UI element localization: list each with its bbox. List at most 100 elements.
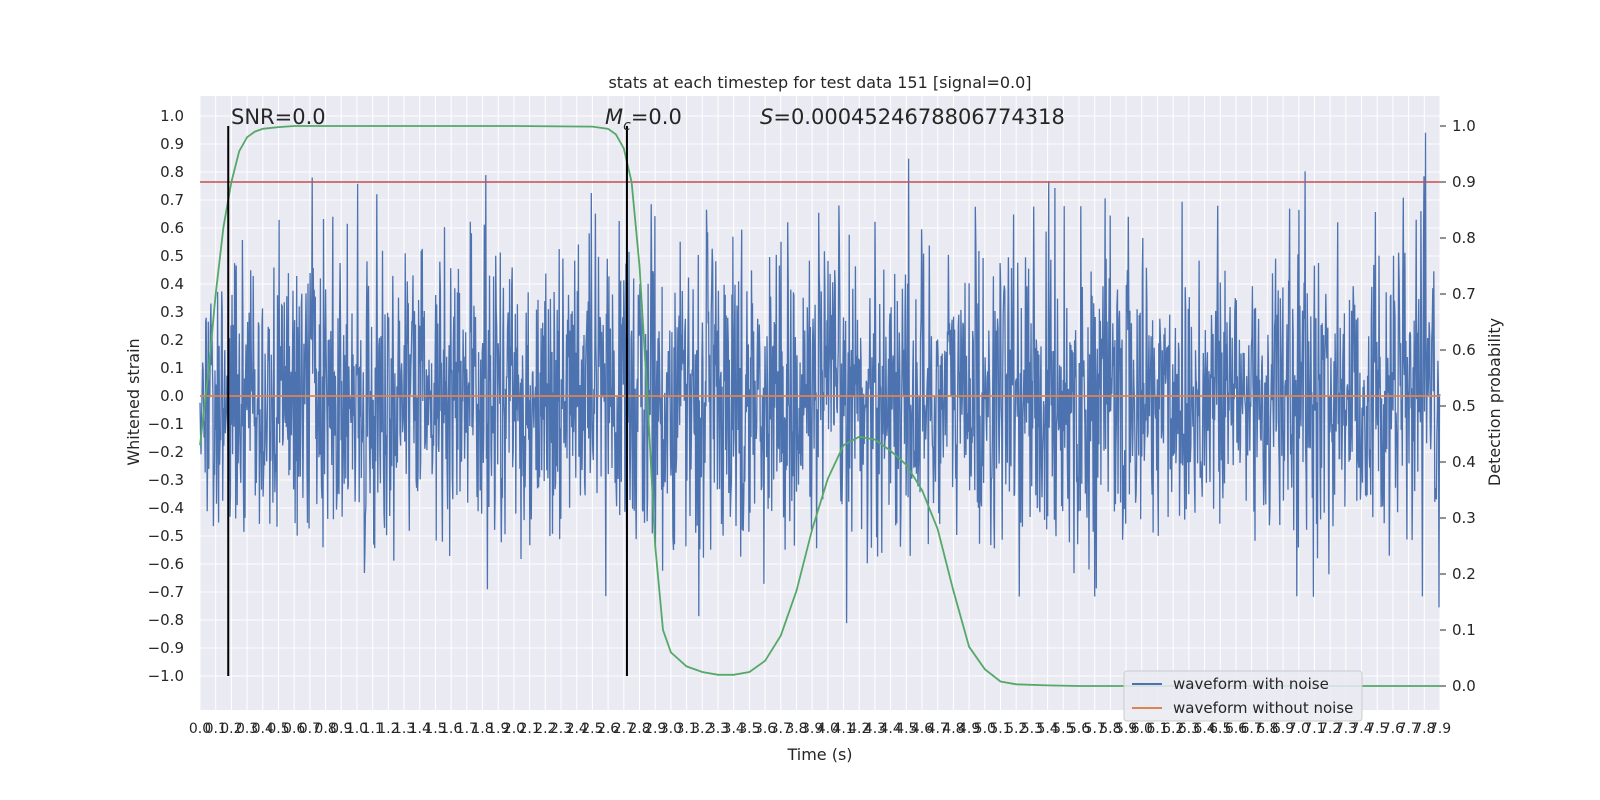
y-tick-label: −1.0 bbox=[148, 667, 184, 685]
y2-tick-label: 0.5 bbox=[1452, 397, 1476, 415]
x-tick-label: 3.4 bbox=[723, 721, 745, 737]
x-tick-label: 7.2 bbox=[1319, 721, 1341, 737]
y2-tick-label: 1.0 bbox=[1452, 117, 1476, 135]
x-tick-label: 7.3 bbox=[1335, 721, 1357, 737]
x-tick-label: 1.2 bbox=[377, 721, 399, 737]
x-tick-label: 1.7 bbox=[456, 721, 478, 737]
x-tick-label: 4.1 bbox=[832, 721, 854, 737]
x-tick-label: 6.1 bbox=[1146, 721, 1168, 737]
x-tick-label: 1.3 bbox=[393, 721, 415, 737]
y-tick-label: 0.3 bbox=[160, 303, 184, 321]
y-tick-label: −0.9 bbox=[148, 639, 184, 657]
x-tick-label: 0.3 bbox=[236, 721, 258, 737]
legend-label-clean: waveform without noise bbox=[1173, 699, 1353, 717]
x-tick-label: 7.1 bbox=[1303, 721, 1325, 737]
x-tick-label: 1.1 bbox=[362, 721, 384, 737]
y2-tick-label: 0.8 bbox=[1452, 229, 1476, 247]
x-tick-label: 3.5 bbox=[738, 721, 760, 737]
x-tick-label: 7.6 bbox=[1382, 721, 1404, 737]
y-tick-label: −0.5 bbox=[148, 527, 184, 545]
x-tick-label: 4.9 bbox=[958, 721, 980, 737]
x-tick-label: 2.6 bbox=[597, 721, 619, 737]
y-tick-label: 1.0 bbox=[160, 107, 184, 125]
y2-tick-label: 0.7 bbox=[1452, 285, 1476, 303]
x-tick-label: 2.3 bbox=[550, 721, 572, 737]
x-tick-label: 3.8 bbox=[785, 721, 807, 737]
x-tick-label: 0.0 bbox=[189, 721, 211, 737]
x-tick-label: 5.6 bbox=[1068, 721, 1090, 737]
y2-tick-label: 0.4 bbox=[1452, 453, 1476, 471]
x-tick-label: 0.7 bbox=[299, 721, 321, 737]
x-tick-label: 2.7 bbox=[613, 721, 635, 737]
x-tick-label: 5.7 bbox=[1084, 721, 1106, 737]
x-tick-label: 0.5 bbox=[267, 721, 289, 737]
s-annotation: S=0.00045246788067743​18 bbox=[760, 105, 1065, 129]
y2-tick-label: 0.1 bbox=[1452, 621, 1476, 639]
x-tick-label: 5.3 bbox=[1021, 721, 1043, 737]
x-tick-label: 6.8 bbox=[1256, 721, 1278, 737]
y-axis-label: Whitened strain bbox=[124, 338, 143, 465]
y-tick-label: 0.0 bbox=[160, 387, 184, 405]
x-tick-label: 0.6 bbox=[283, 721, 305, 737]
x-tick-label: 6.9 bbox=[1272, 721, 1294, 737]
x-tick-label: 3.9 bbox=[801, 721, 823, 737]
x-tick-label: 2.1 bbox=[518, 721, 540, 737]
y-tick-label: 0.4 bbox=[160, 275, 184, 293]
x-tick-label: 4.4 bbox=[880, 721, 902, 737]
y-tick-label: −0.4 bbox=[148, 499, 184, 517]
x-tick-label: 6.3 bbox=[1178, 721, 1200, 737]
x-tick-label: 6.7 bbox=[1241, 721, 1263, 737]
x-tick-label: 7.9 bbox=[1429, 721, 1451, 737]
x-tick-label: 1.0 bbox=[346, 721, 368, 737]
y2-tick-label: 0.0 bbox=[1452, 677, 1476, 695]
x-tick-label: 3.6 bbox=[754, 721, 776, 737]
y2-tick-label: 0.6 bbox=[1452, 341, 1476, 359]
chirp-mass-value: =0.0 bbox=[631, 105, 682, 129]
y2-tick-label: 0.2 bbox=[1452, 565, 1476, 583]
x-tick-label: 7.4 bbox=[1350, 721, 1372, 737]
x-tick-label: 4.7 bbox=[927, 721, 949, 737]
x-tick-label: 1.4 bbox=[409, 721, 431, 737]
x-tick-label: 3.2 bbox=[691, 721, 713, 737]
left-y-ticks: −1.0 −0.9 −0.8 −0.7 −0.6 −0.5 −0.4 −0.3 −0.2 −0.1… bbox=[148, 107, 184, 685]
x-tick-label: 5.4 bbox=[1036, 721, 1058, 737]
legend-box bbox=[1123, 670, 1363, 722]
x-tick-label: 2.2 bbox=[534, 721, 556, 737]
y-tick-label: −0.3 bbox=[148, 471, 184, 489]
x-tick-label: 4.2 bbox=[848, 721, 870, 737]
overlay-lines bbox=[199, 125, 1440, 687]
x-tick-label: 2.9 bbox=[644, 721, 666, 737]
x-tick-label: 0.1 bbox=[205, 721, 227, 737]
x-tick-label: 7.8 bbox=[1413, 721, 1435, 737]
x-tick-label: 5.8 bbox=[1099, 721, 1121, 737]
x-tick-label: 3.1 bbox=[675, 721, 697, 737]
y-tick-label: 0.8 bbox=[160, 163, 184, 181]
legend-label-noise: waveform with noise bbox=[1173, 675, 1329, 693]
y-tick-label: −0.2 bbox=[148, 443, 184, 461]
right-y-ticks: 0.0 0.1 0.2 0.3 0.4 0.5 0.6 0.7 0.8 0.9 1.0 bbox=[1440, 117, 1476, 695]
y-tick-label: 0.7 bbox=[160, 191, 184, 209]
x-tick-label: 2.8 bbox=[628, 721, 650, 737]
x-tick-label: 5.2 bbox=[1005, 721, 1027, 737]
y-tick-label: −0.6 bbox=[148, 555, 184, 573]
x-tick-label: 0.2 bbox=[220, 721, 242, 737]
x-axis-label: Time (s) bbox=[786, 745, 852, 764]
s-value: =0.00045246788067743​18 bbox=[773, 105, 1065, 129]
chirp-mass-subscript: c bbox=[623, 118, 631, 134]
x-tick-label: 6.2 bbox=[1162, 721, 1184, 737]
x-tick-label: 1.9 bbox=[487, 721, 509, 737]
x-tick-label: 3.3 bbox=[707, 721, 729, 737]
x-tick-label: 0.4 bbox=[252, 721, 274, 737]
x-tick-label: 5.5 bbox=[1052, 721, 1074, 737]
x-tick-label: 5.0 bbox=[974, 721, 996, 737]
y-tick-label: −0.7 bbox=[148, 583, 184, 601]
x-tick-label: 4.0 bbox=[817, 721, 839, 737]
x-tick-label: 7.0 bbox=[1288, 721, 1310, 737]
x-tick-label: 6.6 bbox=[1225, 721, 1247, 737]
snr-annotation: SNR=0.0 bbox=[231, 105, 326, 129]
x-tick-label: 7.7 bbox=[1397, 721, 1419, 737]
x-tick-label: 1.5 bbox=[424, 721, 446, 737]
x-tick-label: 6.4 bbox=[1193, 721, 1215, 737]
y2-tick-label: 0.9 bbox=[1452, 173, 1476, 191]
x-tick-label: 1.6 bbox=[440, 721, 462, 737]
